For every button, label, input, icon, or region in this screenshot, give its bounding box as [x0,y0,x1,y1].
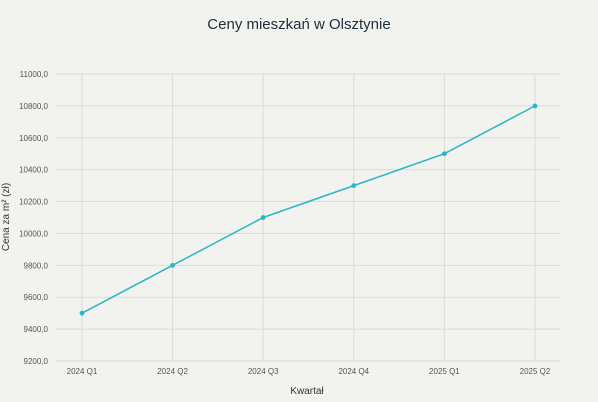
x-tick-label: 2025 Q2 [520,367,551,376]
data-point [260,215,266,220]
grid [56,73,561,362]
x-tick-label: 2024 Q4 [338,367,369,376]
chart-title: Ceny mieszkań w Olsztynie [207,16,390,33]
data-point [532,103,538,109]
y-tick-label: 9400,0 [24,325,49,334]
data-point [442,151,447,157]
y-tick-label: 10800,0 [19,102,48,111]
y-tick-label: 10000,0 [19,229,48,238]
x-axis-label: Kwartał [290,386,324,397]
x-tick-label: 2025 Q1 [429,367,460,376]
y-tick-label: 11000,0 [20,70,49,79]
y-axis-label: Cena za m² (zł) [1,183,12,251]
y-tick-label: 10400,0 [19,166,48,175]
series-line [81,105,536,314]
y-tick-label: 9800,0 [24,261,49,270]
data-point [351,183,357,189]
series-layer [79,103,538,316]
x-axis-ticks: 2024 Q1 2024 Q2 2024 Q3 2024 Q4 2025 Q1 2025 … [67,367,551,376]
x-tick-label: 2024 Q2 [157,367,188,376]
data-point [79,310,85,316]
y-tick-label: 9200,0 [24,357,49,366]
y-tick-label: 10200,0 [19,198,48,207]
data-point [170,262,176,268]
x-tick-label: 2024 Q3 [248,367,279,376]
y-tick-label: 10600,0 [19,134,48,143]
y-axis-ticks: 9200,0 9400,0 9600,0 9800,0 10000,0 10200,0 10… [19,70,48,366]
y-tick-label: 9600,0 [24,293,49,302]
x-tick-label: 2024 Q1 [67,367,98,376]
